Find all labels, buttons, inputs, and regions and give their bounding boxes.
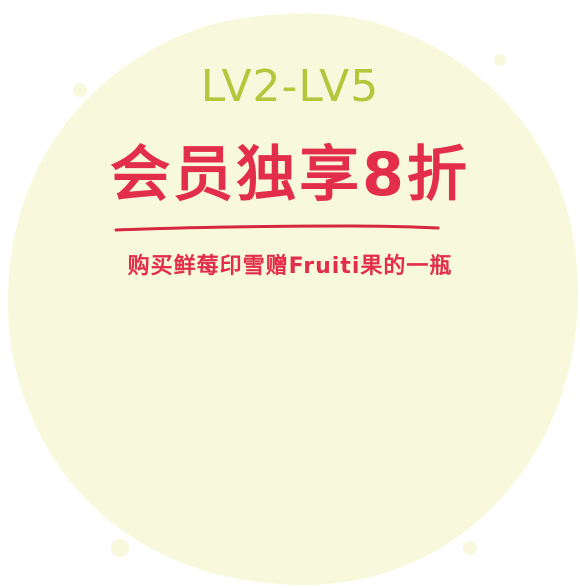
headline-underline: [114, 224, 440, 232]
rough-edge-specks: [16, 54, 570, 557]
level-range-label: LV2-LV5: [200, 61, 380, 112]
gift-offer-text: 购买鲜莓印雪赠Fruiti果的一瓶: [127, 254, 453, 279]
member-discount-headline: 会员独享8折: [110, 140, 470, 210]
circle-blob-shape: [7, 13, 578, 585]
